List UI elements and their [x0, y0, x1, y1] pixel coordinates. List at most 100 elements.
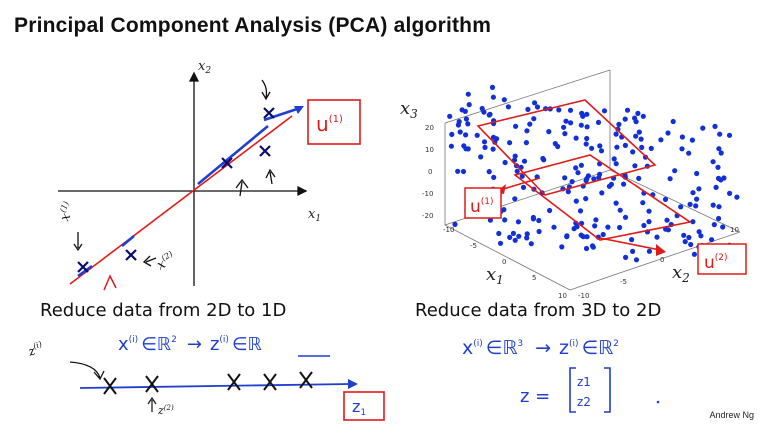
- scatter-point: [532, 100, 538, 106]
- scatter-point: [665, 130, 671, 136]
- scatter-point: [514, 168, 520, 174]
- scatter-point: [700, 125, 706, 131]
- scatter-point: [579, 110, 585, 116]
- scatter-point: [584, 111, 590, 117]
- annotation-arrows: [73, 79, 276, 267]
- scatter-point: [593, 217, 599, 223]
- scatter-point: [512, 196, 518, 202]
- svg-text:-5: -5: [620, 278, 627, 286]
- data-point: [263, 107, 275, 119]
- scatter-point: [497, 240, 504, 246]
- scatter-point: [639, 144, 645, 150]
- svg-text:0: 0: [428, 168, 432, 176]
- scatter-point: [686, 234, 692, 241]
- x2-axis-arrow: [188, 71, 200, 82]
- scatter-point: [601, 108, 608, 114]
- scatter-point: [633, 257, 640, 263]
- scatter-point: [501, 207, 507, 213]
- scatter-point: [623, 254, 629, 260]
- scatter-point: [693, 203, 699, 209]
- z1-box: [343, 391, 385, 421]
- scatter-point: [641, 222, 647, 229]
- scatter-point: [567, 107, 574, 113]
- scatter-point: [551, 224, 557, 230]
- scatter-point: [569, 179, 575, 185]
- scatter-point: [491, 174, 497, 180]
- scatter-point: [600, 231, 606, 238]
- scatter-point: [720, 224, 726, 230]
- scatter-point: [573, 198, 579, 204]
- scatter-points: [447, 84, 740, 263]
- scatter-point: [512, 237, 518, 243]
- scatter-point: [617, 207, 623, 213]
- scatter-point: [578, 162, 585, 168]
- z2-arrow: [147, 396, 157, 412]
- scatter-point: [711, 222, 717, 228]
- data-point: [77, 261, 89, 273]
- scatter-point: [734, 194, 740, 200]
- scatter-point: [597, 171, 603, 177]
- scatter-point: [528, 241, 534, 247]
- scatter-point: [682, 239, 688, 245]
- scatter-point: [658, 137, 664, 143]
- scatter-point: [715, 164, 721, 170]
- scatter-point: [640, 200, 646, 206]
- scatter-point: [687, 201, 693, 207]
- svg-text:-20: -20: [422, 212, 433, 220]
- scatter-point: [598, 148, 605, 154]
- scatter-point: [678, 204, 684, 210]
- scatter-point: [698, 233, 704, 239]
- scatter-point: [530, 214, 537, 221]
- scatter-point: [696, 229, 702, 235]
- scatter-point: [716, 146, 722, 152]
- scatter-point: [696, 186, 702, 192]
- scatter-point: [520, 184, 527, 190]
- scatter-point: [465, 121, 471, 127]
- scatter-point: [455, 168, 461, 174]
- scatter-point: [690, 219, 696, 225]
- x2-axis-label-3d: x2: [672, 262, 690, 285]
- scatter-point: [710, 202, 716, 208]
- scatter-point: [580, 234, 586, 240]
- x1-axis-arrow: [297, 185, 308, 197]
- scatter-point: [694, 196, 700, 202]
- scatter-point: [638, 136, 644, 142]
- scatter-point: [712, 123, 718, 129]
- scatter-point: [496, 230, 502, 237]
- svg-text:-10: -10: [443, 226, 454, 234]
- scatter-point: [636, 175, 642, 181]
- scatter-point: [486, 169, 492, 175]
- scatter-point: [546, 129, 552, 135]
- u1-box-3d: [464, 187, 502, 219]
- svg-text:-5: -5: [470, 242, 477, 250]
- u1-direction: [499, 177, 541, 191]
- scatter-point: [716, 204, 722, 210]
- scatter-point: [608, 181, 615, 187]
- left-caption: Reduce data from 2D to 1D: [40, 300, 287, 321]
- z1-box-label: z1: [352, 397, 366, 418]
- scatter-point: [536, 228, 542, 235]
- scatter-point: [632, 163, 638, 169]
- scatter-point: [605, 224, 611, 230]
- scatter-point: [452, 221, 458, 227]
- projected-segments: [77, 106, 301, 278]
- scatter-point: [584, 135, 590, 142]
- scatter-point: [681, 232, 687, 238]
- projected-point: [145, 375, 159, 393]
- scatter-point: [573, 165, 579, 171]
- vector-bracket-left: [569, 367, 576, 413]
- scatter-point: [632, 115, 638, 121]
- scatter-point: [516, 233, 522, 239]
- scatter-point: [614, 144, 620, 150]
- z-ticks: 20 10 0 -10 -20: [422, 124, 434, 220]
- scatter-point: [449, 131, 455, 137]
- scatter-point: [591, 176, 597, 182]
- scatter-point: [670, 118, 676, 125]
- scatter-point: [507, 234, 513, 240]
- scatter-point: [595, 119, 602, 125]
- scatter-point: [565, 189, 571, 195]
- projected-point: [103, 377, 117, 395]
- scatter-point: [448, 143, 454, 149]
- scatter-point: [502, 159, 508, 166]
- scatter-point: [665, 227, 672, 233]
